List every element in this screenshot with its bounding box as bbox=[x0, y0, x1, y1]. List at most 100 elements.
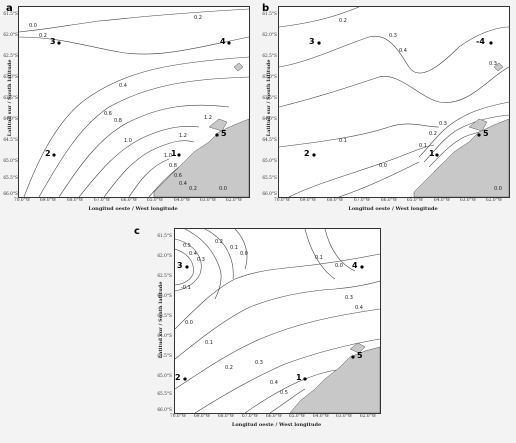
lat-tick: 65.5°S bbox=[262, 176, 277, 181]
contour-label: 0.3 bbox=[489, 61, 497, 67]
contour-label: 0.0 bbox=[219, 186, 227, 192]
contour-label: 0.6 bbox=[174, 173, 182, 179]
station-marker bbox=[57, 41, 61, 45]
panel-letter: c bbox=[134, 226, 140, 237]
contour-label: 0.2 bbox=[215, 239, 223, 245]
lat-tick: 62.5°S bbox=[262, 54, 277, 59]
map-frame: 0.2 0.0 0.2 0.4 0.6 0.8 1.0 1.2 1.2 1.0 … bbox=[18, 6, 250, 198]
contour-label: 0.0 bbox=[494, 186, 502, 192]
lat-tick: 64.5°S bbox=[3, 138, 18, 143]
station-label: 2 bbox=[45, 149, 51, 158]
lat-tick: 62.5°S bbox=[3, 54, 18, 59]
station-marker bbox=[477, 133, 481, 137]
lat-tick: 62.5°S bbox=[157, 274, 172, 279]
station-label: 2 bbox=[175, 373, 181, 382]
station-marker bbox=[360, 265, 364, 269]
contour-label: 0.3 bbox=[345, 295, 353, 301]
lon-tick: 70.0°W bbox=[14, 198, 31, 203]
contour-label: 0.2 bbox=[189, 186, 197, 192]
map-frame: 0.5 0.4 0.3 0.2 0.1 0.0 -0.1 0.0 0.1 0.2… bbox=[174, 228, 381, 414]
lat-tick: 63.5°S bbox=[157, 314, 172, 319]
lon-tick: 64.0°W bbox=[434, 198, 451, 203]
x-axis-label: Longitud oeste / West longitude bbox=[231, 422, 322, 428]
station-marker bbox=[351, 355, 355, 359]
lon-tick: 65.0°W bbox=[407, 198, 424, 203]
lon-tick: 65.0°W bbox=[147, 198, 164, 203]
lon-tick: 66.0°W bbox=[381, 198, 398, 203]
y-axis-label: Latitud sur / South latitude bbox=[158, 281, 164, 359]
contour-label: 0.1 bbox=[315, 255, 323, 261]
contour-label: 0.4 bbox=[179, 181, 187, 187]
station-marker bbox=[489, 41, 493, 45]
x-axis-label: Longitud oeste / West longitude bbox=[88, 206, 178, 212]
lat-tick: 65.0°S bbox=[157, 374, 172, 379]
lon-tick: 66.0°W bbox=[266, 414, 283, 419]
lon-tick: 66.0°W bbox=[121, 198, 138, 203]
lat-tick: 63.5°S bbox=[262, 96, 277, 101]
lon-tick: 63.0°W bbox=[460, 198, 477, 203]
contour-label: 0.1 bbox=[339, 138, 347, 144]
lat-tick: 64.5°S bbox=[262, 138, 277, 143]
contour-label: 1.0 bbox=[124, 138, 132, 144]
lon-tick: 63.0°W bbox=[336, 414, 353, 419]
station-marker bbox=[177, 153, 181, 157]
panel-letter: a bbox=[6, 3, 13, 14]
lon-tick: 64.0°W bbox=[313, 414, 330, 419]
contour-label: 0.8 bbox=[169, 163, 177, 169]
contour-label: 0.2 bbox=[429, 131, 437, 137]
lon-tick: 62.0°W bbox=[486, 198, 503, 203]
contour-label: -0.1 bbox=[181, 285, 191, 291]
lon-tick: 68.0°W bbox=[327, 198, 344, 203]
lon-tick: 64.0°W bbox=[174, 198, 191, 203]
contour-label: 1.0 bbox=[164, 153, 172, 159]
station-label: -4 bbox=[476, 37, 485, 46]
panel-b: b bbox=[258, 0, 516, 220]
lat-tick: 62.0°S bbox=[262, 33, 277, 38]
contour-label: 0.3 bbox=[389, 33, 397, 39]
contour-label: 0.2 bbox=[39, 33, 47, 39]
station-label: 2 bbox=[304, 149, 310, 158]
lon-tick: 69.0°W bbox=[40, 198, 57, 203]
station-marker bbox=[435, 153, 439, 157]
contour-label: 0.2 bbox=[194, 15, 202, 21]
station-label: 3 bbox=[50, 37, 56, 46]
contour-label: 1.2 bbox=[204, 115, 212, 121]
lat-tick: 64.5°S bbox=[157, 354, 172, 359]
contour-label: 0.4 bbox=[189, 251, 197, 257]
contour-label: 0.4 bbox=[270, 380, 278, 386]
lon-tick: 62.0°W bbox=[360, 414, 377, 419]
lat-tick: 63.5°S bbox=[3, 96, 18, 101]
contour-label: 0.1 bbox=[205, 340, 213, 346]
x-axis-label: Longitud oeste / West longitude bbox=[348, 206, 438, 212]
contour-label: 0.2 bbox=[339, 18, 347, 24]
contour-label: 0.0 bbox=[240, 251, 248, 257]
station-marker bbox=[185, 265, 189, 269]
station-label: 5 bbox=[221, 129, 227, 138]
contour-label: 0.0 bbox=[379, 163, 387, 169]
lon-tick: 69.0°W bbox=[194, 414, 211, 419]
station-label: 5 bbox=[357, 351, 363, 360]
panel-c: c bbox=[132, 222, 390, 443]
contour-label: 0.0 bbox=[185, 320, 193, 326]
station-label: 1 bbox=[296, 373, 302, 382]
lon-tick: 67.0°W bbox=[94, 198, 111, 203]
lon-tick: 68.0°W bbox=[67, 198, 84, 203]
lon-tick: 67.0°W bbox=[242, 414, 259, 419]
panel-a: a 0.2 bbox=[0, 0, 258, 220]
lat-tick: 64.0°S bbox=[157, 334, 172, 339]
lon-tick: 70.0°W bbox=[170, 414, 187, 419]
contour-label: 0.8 bbox=[114, 118, 122, 124]
station-label: 3 bbox=[309, 37, 315, 46]
contour-label: 0.1 bbox=[230, 245, 238, 251]
contour-label: 0.4 bbox=[399, 48, 407, 54]
lat-tick: 66.0°S bbox=[262, 192, 277, 197]
station-marker bbox=[312, 153, 316, 157]
station-label: 4 bbox=[220, 37, 226, 46]
lat-tick: 66.0°S bbox=[3, 192, 18, 197]
lat-tick: 64.0°S bbox=[3, 117, 18, 122]
lon-tick: 67.0°W bbox=[354, 198, 371, 203]
station-label: 1 bbox=[429, 149, 435, 158]
station-marker bbox=[303, 377, 307, 381]
contour-label: 0.3 bbox=[197, 257, 205, 263]
